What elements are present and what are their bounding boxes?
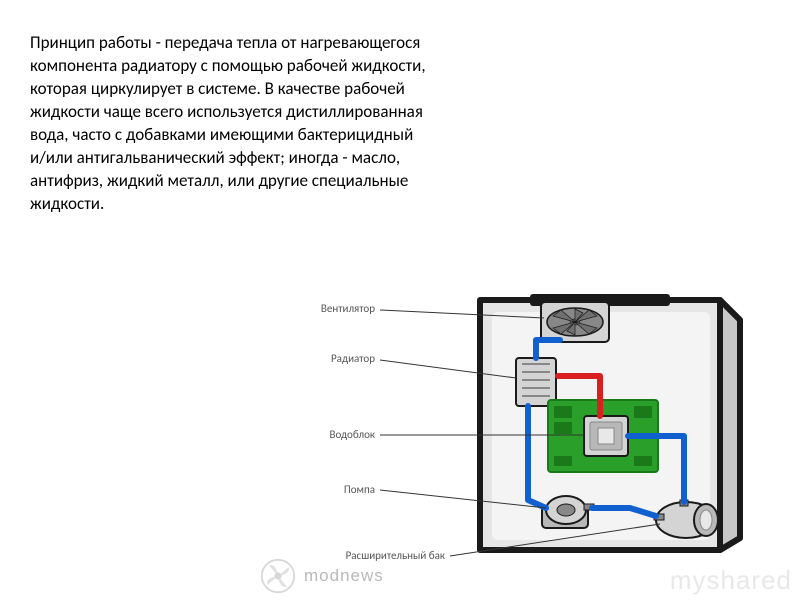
cooling-diagram: Вентилятор Радиатор Водоблок Помпа Расши… [270, 280, 780, 580]
label-fan: Вентилятор [270, 302, 375, 315]
label-radiator: Радиатор [270, 352, 375, 365]
description-text: Принцип работы - передача тепла от нагре… [30, 32, 430, 216]
waterblock-component [584, 416, 628, 456]
source-logo: modnews [260, 558, 384, 594]
radiator-component [516, 358, 556, 406]
label-pump: Помпа [270, 483, 375, 496]
logo-text: modnews [304, 566, 384, 586]
fan-component [541, 302, 609, 342]
watermark: myshared [670, 565, 792, 596]
fan-icon [260, 558, 296, 594]
label-waterblock: Водоблок [270, 428, 375, 441]
